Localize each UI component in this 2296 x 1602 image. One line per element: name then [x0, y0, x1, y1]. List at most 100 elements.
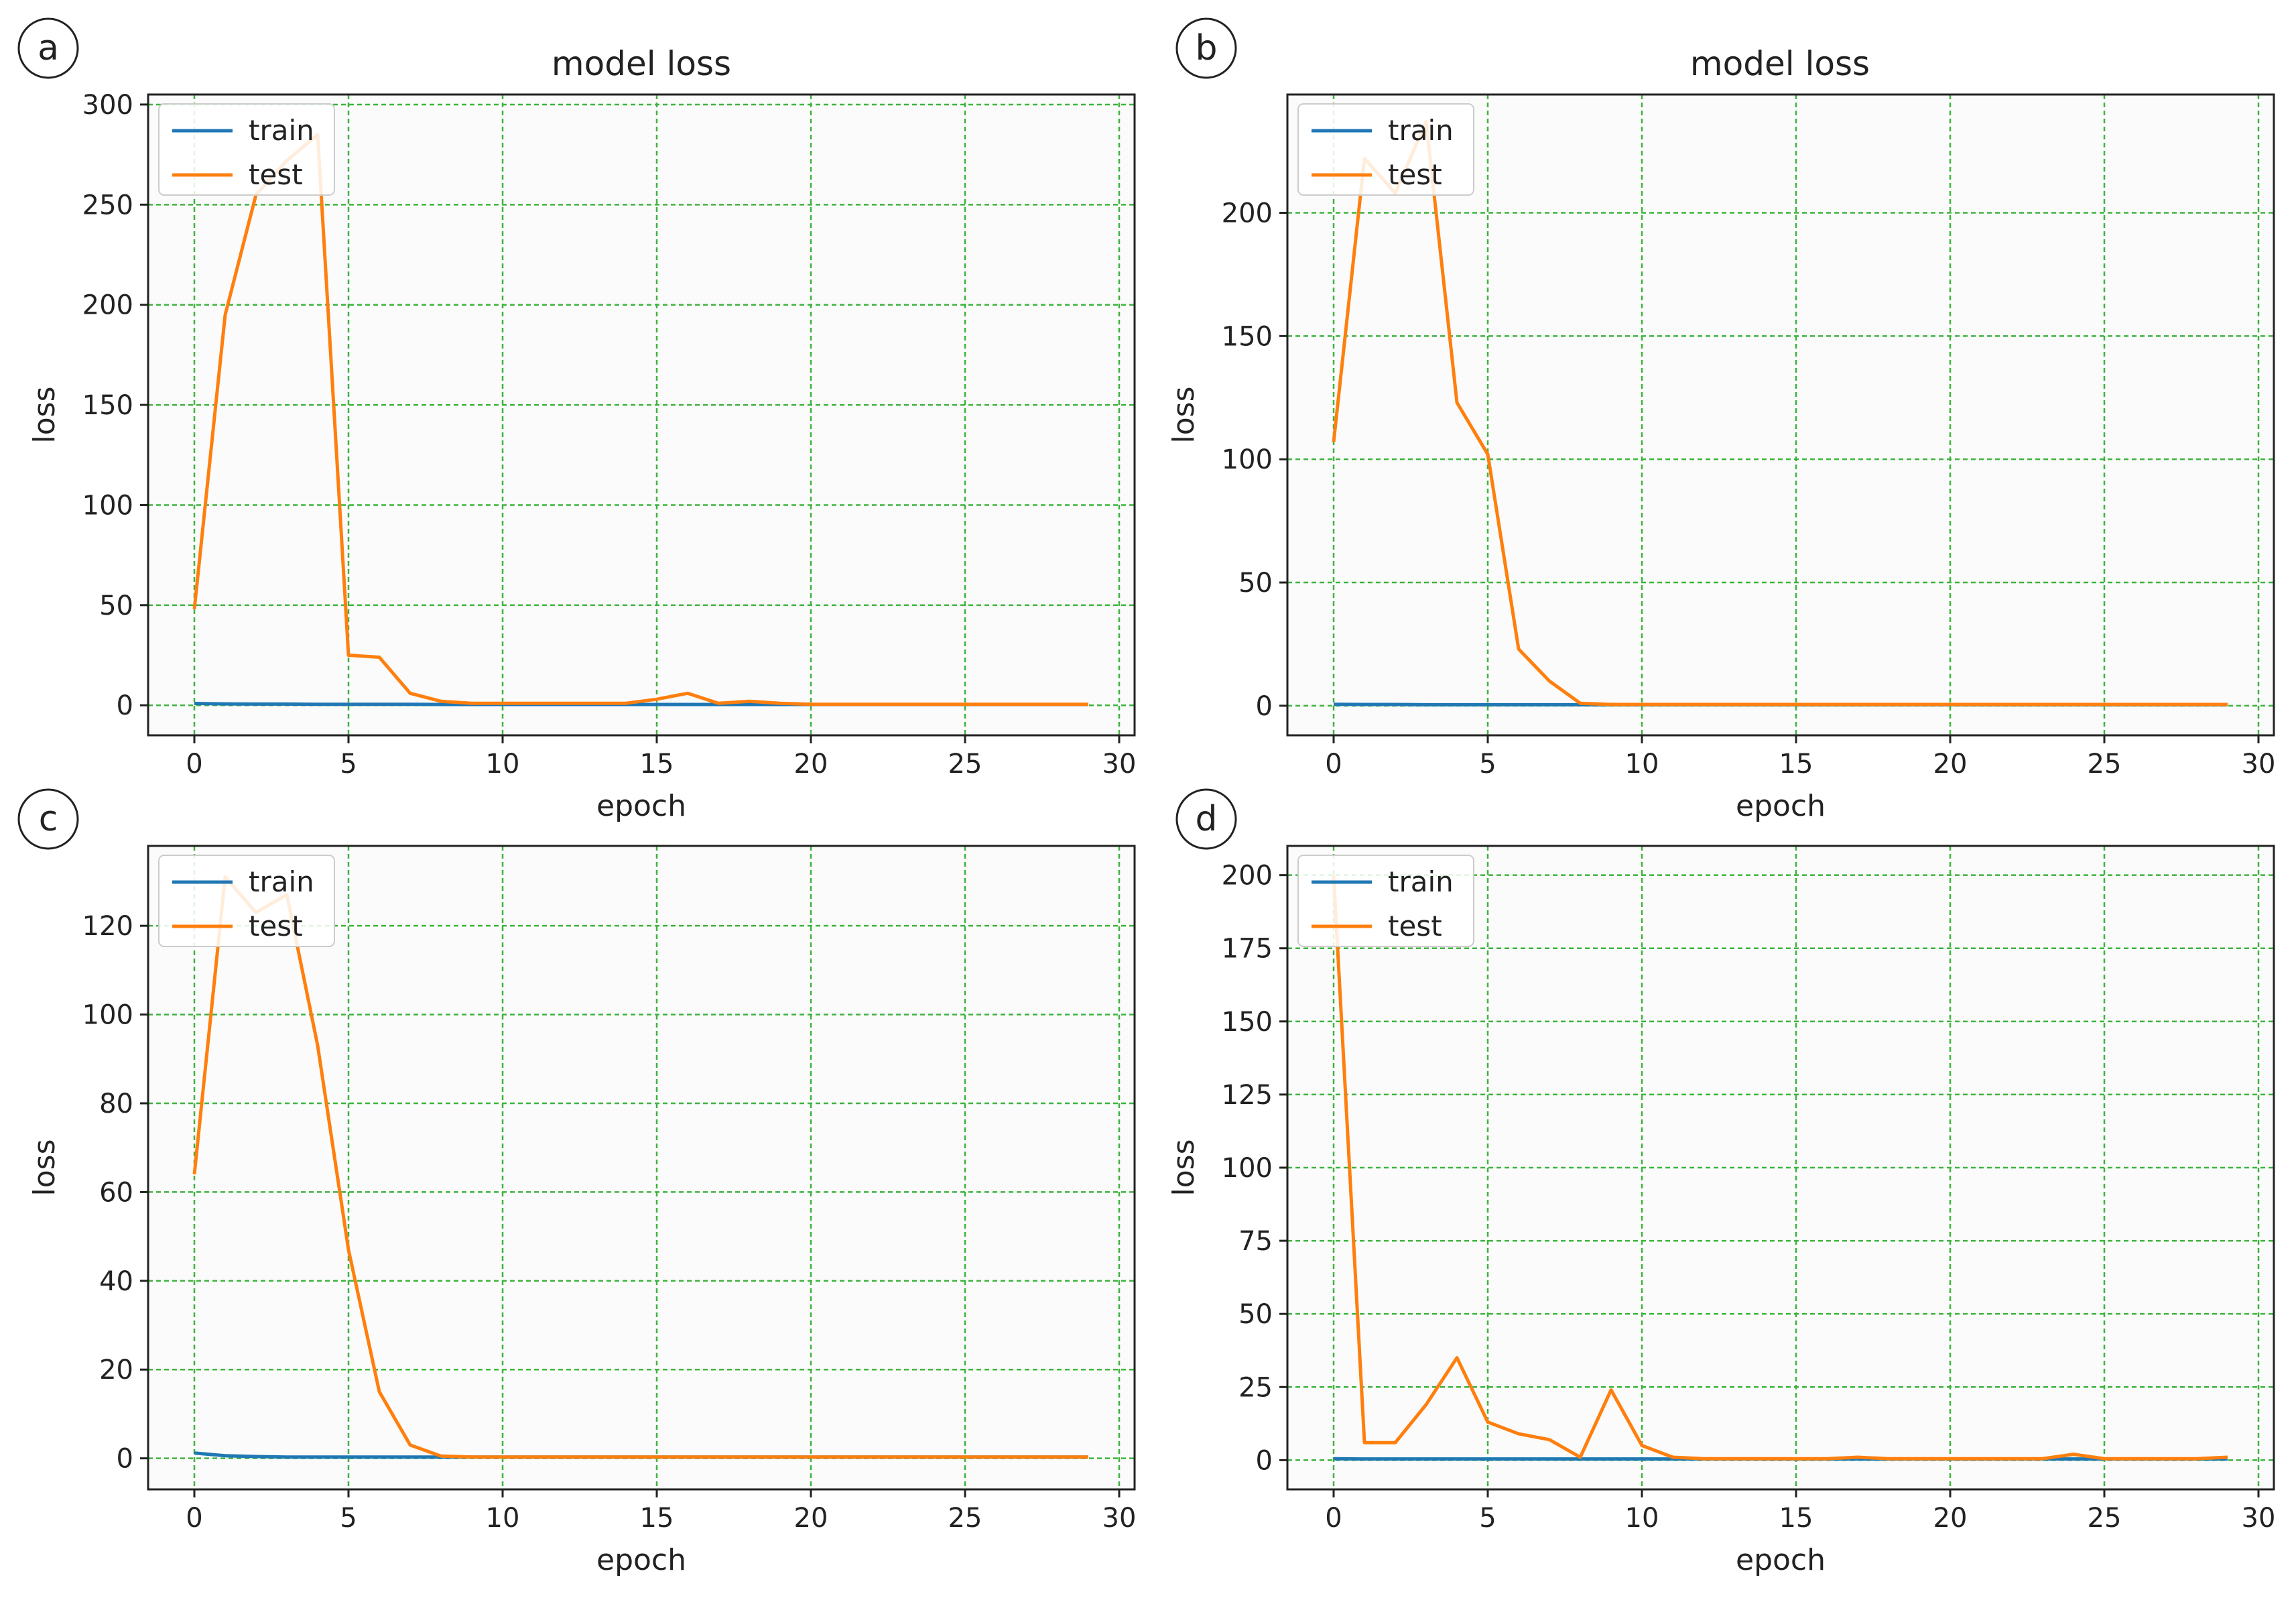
y-tick-label: 150	[82, 390, 133, 421]
y-tick-label: 50	[1238, 568, 1273, 599]
series-line-test	[1332, 119, 2228, 706]
legend-label-test: test	[1388, 910, 1442, 942]
y-tick-label: 40	[99, 1266, 133, 1297]
panel-label: a	[38, 28, 59, 68]
legend-label-train: train	[1388, 865, 1454, 898]
x-tick-label: 30	[1102, 1503, 1137, 1534]
legend-box	[158, 103, 335, 196]
x-tick-label: 25	[948, 749, 982, 780]
chart-panel-c: 0 5 10 15 20 25 30 0 20 40 60 80 100 120 epoch loss trai…	[17, 788, 1137, 1577]
series-line-test	[192, 875, 1088, 1459]
series-line-test	[1332, 875, 2228, 1461]
x-tick-label: 30	[2242, 1503, 2276, 1534]
x-tick-label: 25	[2088, 1503, 2122, 1534]
x-tick-label: 20	[794, 749, 828, 780]
x-tick-label: 20	[1933, 749, 1968, 780]
legend-label-test: test	[1388, 158, 1442, 191]
axes-frame	[147, 845, 1136, 1491]
x-tick-label: 5	[1479, 749, 1496, 780]
y-tick-label: 125	[1222, 1080, 1273, 1111]
y-tick-label: 25	[1238, 1372, 1273, 1403]
panel-label: c	[39, 799, 58, 839]
y-tick-label: 100	[1222, 444, 1273, 475]
chart-title: model loss	[1690, 44, 1870, 83]
x-tick-label: 0	[1325, 749, 1342, 780]
y-axis-label: loss	[27, 1139, 62, 1196]
panel-label-circle	[17, 17, 79, 79]
legend-label-train: train	[249, 114, 314, 147]
legend-label-train: train	[1388, 114, 1454, 147]
x-tick-label: 20	[794, 1503, 828, 1534]
legend-box	[1297, 855, 1474, 947]
x-tick-label: 25	[2088, 749, 2122, 780]
x-tick-label: 0	[186, 1503, 202, 1534]
x-axis-label: epoch	[596, 789, 686, 823]
axes-frame	[1286, 93, 2275, 737]
series-line-test	[192, 133, 1088, 706]
x-tick-label: 0	[1325, 1503, 1342, 1534]
x-tick-label: 0	[186, 749, 202, 780]
y-tick-label: 250	[82, 190, 133, 221]
x-tick-label: 15	[640, 1503, 674, 1534]
y-tick-label: 50	[1238, 1299, 1273, 1330]
panel-label: d	[1195, 799, 1217, 839]
y-tick-label: 175	[1222, 934, 1273, 965]
chart-title: model loss	[552, 44, 731, 83]
y-tick-label: 120	[82, 911, 133, 942]
y-axis-label: loss	[1167, 387, 1201, 444]
x-tick-label: 5	[1479, 1503, 1496, 1534]
x-tick-label: 20	[1933, 1503, 1968, 1534]
y-axis-label: loss	[27, 387, 62, 444]
x-tick-label: 15	[1779, 1503, 1813, 1534]
y-tick-label: 0	[117, 690, 133, 721]
x-axis-label: epoch	[1736, 1543, 1826, 1577]
legend-label-test: test	[249, 910, 303, 942]
legend-box	[158, 855, 335, 947]
x-axis-label: epoch	[1736, 789, 1826, 823]
chart-panel-a: 0 5 10 15 20 25 30050100150200250300epochlossm…	[17, 17, 1137, 823]
x-tick-label: 10	[486, 1503, 520, 1534]
legend-box	[1297, 103, 1474, 196]
y-tick-label: 80	[99, 1089, 133, 1119]
y-tick-label: 200	[1222, 861, 1273, 891]
x-tick-label: 15	[1779, 749, 1813, 780]
x-tick-label: 25	[948, 1503, 982, 1534]
y-tick-label: 150	[1222, 1007, 1273, 1038]
x-tick-label: 10	[486, 749, 520, 780]
y-tick-label: 75	[1238, 1226, 1273, 1257]
y-tick-label: 50	[99, 591, 133, 621]
x-tick-label: 5	[340, 749, 357, 780]
plot-area	[148, 846, 1135, 1489]
chart-panel-d: 0 5 10 15 20 25 30 0 25 50 75 100 125 150 175 200 epoch l…	[1167, 788, 2276, 1577]
x-tick-label: 30	[1102, 749, 1137, 780]
y-tick-label: 150	[1222, 321, 1273, 352]
x-tick-label: 5	[340, 1503, 357, 1534]
y-tick-label: 60	[99, 1177, 133, 1208]
y-tick-label: 300	[82, 90, 133, 121]
y-tick-label: 100	[1222, 1153, 1273, 1184]
x-tick-label: 10	[1625, 749, 1659, 780]
panel-label-circle	[1175, 788, 1237, 850]
chart-panel-b: 0 5 10 15 20 25 30 0 50 100 150 200 epoch loss model l…	[1167, 17, 2276, 823]
axes-frame	[147, 93, 1136, 737]
x-axis-label: epoch	[596, 1543, 686, 1577]
y-tick-label: 200	[1222, 198, 1273, 229]
panel-label: b	[1195, 28, 1217, 68]
x-tick-label: 30	[2242, 749, 2276, 780]
plot-area	[1287, 95, 2274, 735]
y-tick-label: 0	[117, 1444, 133, 1475]
y-axis-label: loss	[1167, 1139, 1201, 1196]
panel-label-circle	[1175, 17, 1237, 79]
legend-label-test: test	[249, 158, 303, 191]
y-tick-label: 0	[1256, 1445, 1273, 1476]
y-tick-label: 0	[1256, 691, 1273, 722]
plot-area	[148, 95, 1135, 735]
x-tick-label: 15	[640, 749, 674, 780]
legend-label-train: train	[249, 865, 314, 898]
y-tick-label: 100	[82, 490, 133, 521]
y-tick-label: 200	[82, 290, 133, 321]
x-tick-label: 10	[1625, 1503, 1659, 1534]
panel-label-circle	[17, 788, 79, 850]
y-tick-label: 100	[82, 1000, 133, 1031]
